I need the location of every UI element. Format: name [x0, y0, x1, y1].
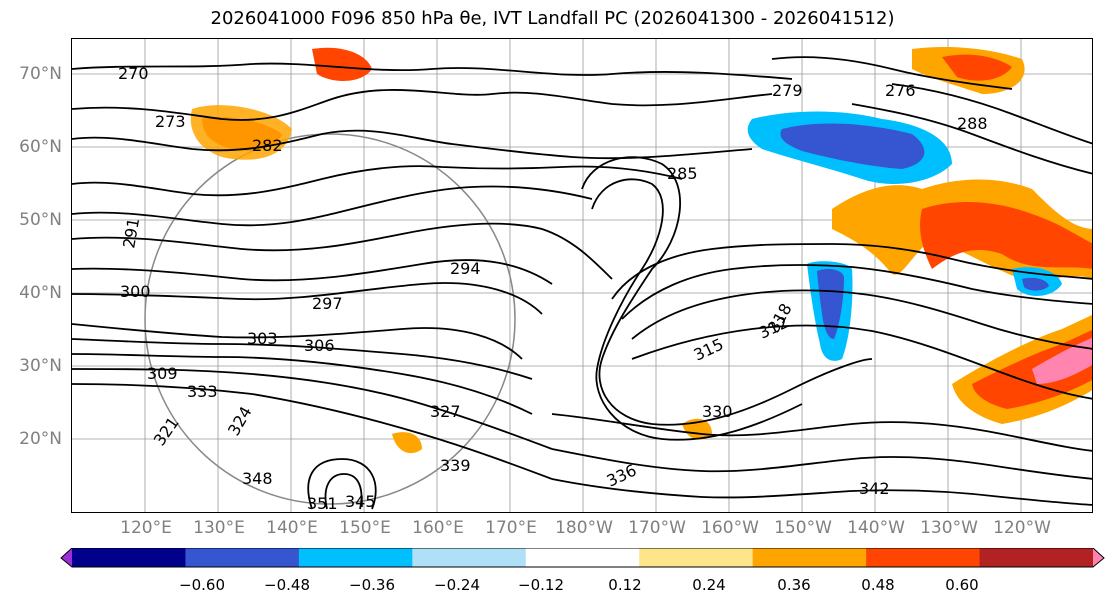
- colorbar-tick: −0.24: [434, 576, 480, 594]
- contour-label-285: 285: [667, 164, 698, 183]
- pos-patch-arctic: [312, 47, 372, 81]
- map-panel: 270 273 276 279 282 285 288 291 294 297 …: [71, 38, 1093, 513]
- contour-label-279: 279: [772, 81, 803, 100]
- lon-label-120w: 120°W: [993, 518, 1051, 538]
- colorbar-segment: [866, 548, 981, 567]
- lat-label-50n: 50°N: [19, 210, 62, 230]
- contour-label-321: 321: [150, 413, 183, 449]
- pc-negative-shading: [747, 111, 1062, 361]
- lon-label-170w: 170°W: [628, 518, 686, 538]
- colorbar-extend-max: [1093, 548, 1104, 567]
- colorbar-tick: 0.48: [861, 576, 895, 594]
- contour-label-294: 294: [450, 259, 481, 278]
- lon-label-140e: 140°E: [266, 518, 318, 538]
- colorbar-segment: [979, 548, 1094, 567]
- contour-label-273: 273: [155, 112, 186, 131]
- colorbar-segment: [525, 548, 640, 567]
- lon-label-150e: 150°E: [339, 518, 391, 538]
- contour-label-336: 336: [604, 460, 640, 490]
- lat-label-30n: 30°N: [19, 356, 62, 376]
- colorbar: [60, 548, 1105, 568]
- contour-label-330: 330: [702, 402, 733, 421]
- contour-label-291: 291: [119, 216, 143, 249]
- pos-patch-nw-coast-core: [942, 54, 1012, 81]
- colorbar-segment: [412, 548, 527, 567]
- colorbar-tick: 0.24: [692, 576, 726, 594]
- contour-label-333: 333: [187, 382, 218, 401]
- pc-positive-shading: [190, 47, 1092, 454]
- contour-label-297: 297: [312, 294, 343, 313]
- colorbar-segment: [185, 548, 300, 567]
- neg-patch-northwest-core: [1022, 277, 1049, 291]
- lon-label-130w: 130°W: [920, 518, 978, 538]
- lat-label-20n: 20°N: [19, 429, 62, 449]
- lon-label-140w: 140°W: [847, 518, 905, 538]
- lat-label-60n: 60°N: [19, 137, 62, 157]
- contour-label-309: 309: [147, 364, 178, 383]
- graticule: [72, 39, 1092, 512]
- theta-e-contours: [72, 56, 1092, 510]
- lat-label-70n: 70°N: [19, 64, 62, 84]
- contour-label-300: 300: [120, 282, 151, 301]
- lat-label-40n: 40°N: [19, 283, 62, 303]
- contour-label-282: 282: [252, 136, 283, 155]
- colorbar-tick: −0.36: [349, 576, 395, 594]
- colorbar-tick: −0.60: [179, 576, 225, 594]
- contour-label-303: 303: [247, 329, 278, 348]
- contour-label-345: 345: [345, 492, 376, 511]
- contour-label-348: 348: [242, 469, 273, 488]
- pos-patch-north-pacific: [392, 432, 422, 454]
- lon-label-160e: 160°E: [412, 518, 464, 538]
- colorbar-segments: [61, 548, 1104, 567]
- colorbar-tick: 0.36: [777, 576, 811, 594]
- lon-label-180w: 180°W: [555, 518, 613, 538]
- colorbar-tick: −0.12: [518, 576, 564, 594]
- lon-label-150w: 150°W: [774, 518, 832, 538]
- neg-patch-central-core: [817, 269, 844, 339]
- pos-patch-california-peak: [1032, 337, 1092, 384]
- colorbar-segment: [639, 548, 754, 567]
- lon-label-120e: 120°E: [120, 518, 172, 538]
- contour-label-306: 306: [304, 336, 335, 355]
- contour-label-324: 324: [224, 403, 256, 439]
- contour-label-327: 327: [430, 402, 461, 421]
- contour-label-276: 276: [885, 81, 916, 100]
- colorbar-segment: [72, 548, 186, 567]
- colorbar-segment: [298, 548, 413, 567]
- colorbar-tick: −0.48: [264, 576, 310, 594]
- lon-label-160w: 160°W: [701, 518, 759, 538]
- colorbar-segment: [752, 548, 867, 567]
- lon-label-130e: 130°E: [193, 518, 245, 538]
- pos-patch-california-core: [972, 329, 1092, 409]
- colorbar-outline: [60, 548, 1105, 568]
- landfall-region-circle: [144, 133, 516, 505]
- contour-label-342: 342: [859, 479, 890, 498]
- lon-label-170e: 170°E: [485, 518, 537, 538]
- contour-label-339: 339: [440, 456, 471, 475]
- map-title: 2026041000 F096 850 hPa θe, IVT Landfall…: [210, 8, 895, 29]
- contour-label-288: 288: [957, 114, 988, 133]
- contour-label-270: 270: [118, 64, 149, 83]
- neg-patch-alaska-core: [780, 123, 925, 169]
- colorbar-extend-min: [61, 548, 72, 567]
- pos-patch-alaska-core: [920, 202, 1092, 269]
- contour-label-351: 351: [307, 494, 338, 513]
- colorbar-tick: 0.60: [945, 576, 979, 594]
- colorbar-tick: 0.12: [608, 576, 642, 594]
